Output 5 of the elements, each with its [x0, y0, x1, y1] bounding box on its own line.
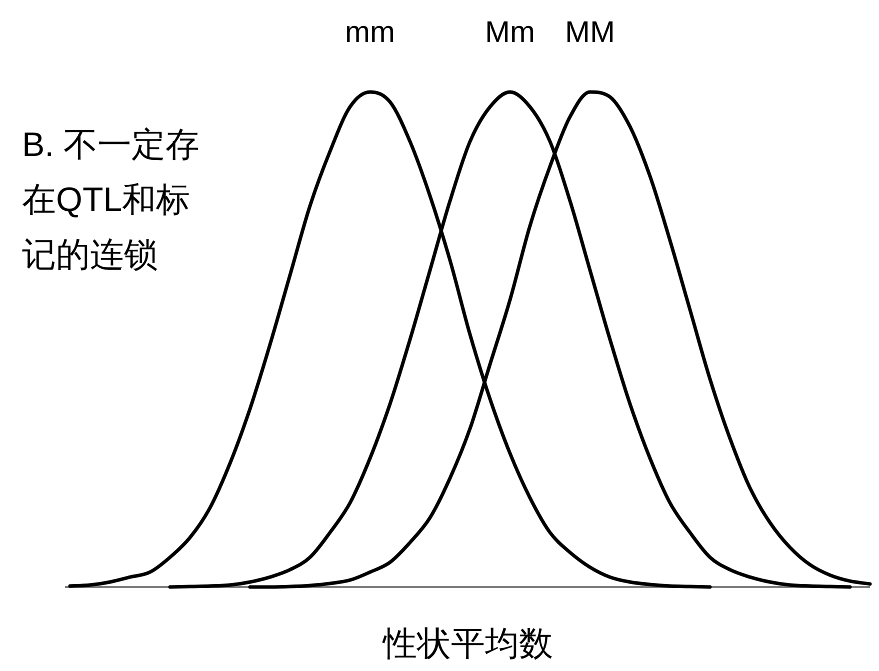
x-axis-title: 性状平均数 [382, 625, 553, 663]
series-label: mm [345, 16, 395, 49]
series-label: Mm [485, 16, 535, 49]
series-label: MM [565, 16, 615, 49]
annotation: B. 不一定存在QTL和标记的连锁 [22, 125, 201, 276]
